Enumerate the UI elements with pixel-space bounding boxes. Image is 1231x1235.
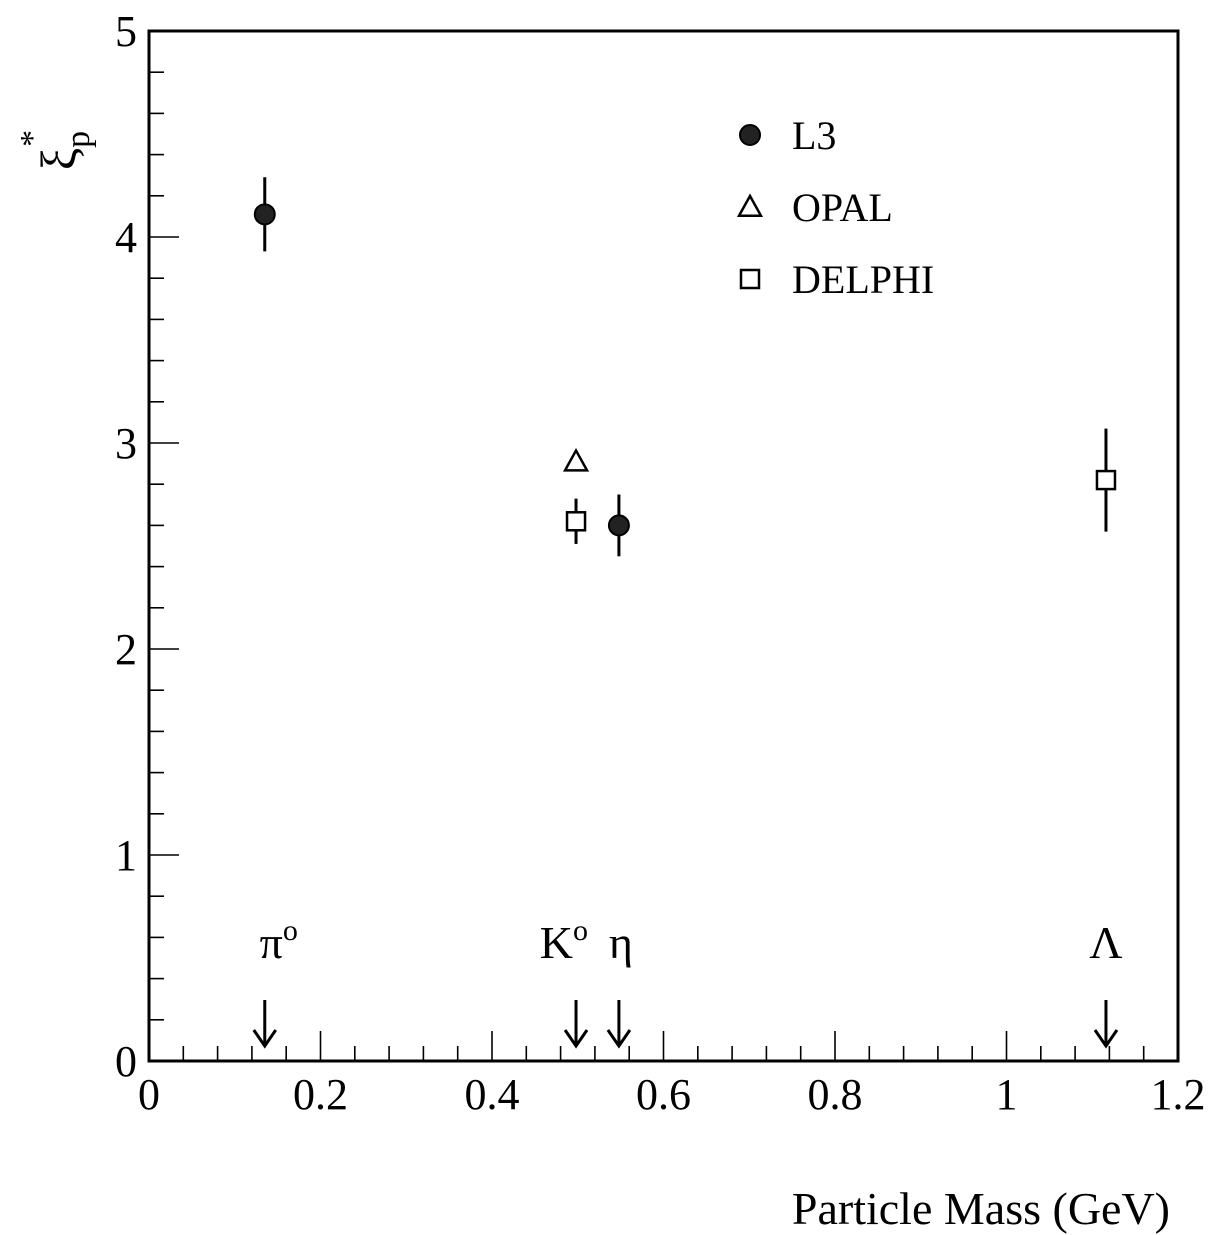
data-markers xyxy=(253,177,1117,557)
particle-arrow-head xyxy=(252,1029,277,1049)
legend-marker-opal xyxy=(736,193,764,218)
x-tick-label: 0.4 xyxy=(465,1070,520,1119)
y-tick-label: 0 xyxy=(115,1037,137,1086)
axis-ticks xyxy=(148,30,1179,1062)
particle-annotations: πo Ko η Λ xyxy=(252,914,1123,1049)
particle-arrow-head xyxy=(606,1029,632,1049)
particle-label: πo xyxy=(260,914,298,968)
particle-label: Ko xyxy=(540,914,588,968)
y-axis-title-symbol: ξ xyxy=(30,148,86,170)
data-point-l3 xyxy=(253,203,276,226)
y-tick-label: 3 xyxy=(115,419,137,468)
y-axis-title-superscript: * xyxy=(14,130,51,147)
particle-label: η xyxy=(609,917,633,968)
x-tick-label: 1.2 xyxy=(1151,1070,1206,1119)
x-tick-label: 0 xyxy=(138,1070,160,1119)
particle-label: Λ xyxy=(1089,917,1122,968)
legend-marker-l3 xyxy=(739,124,761,146)
x-axis-title: Particle Mass (GeV) xyxy=(792,1183,1170,1234)
y-tick-label: 2 xyxy=(115,625,137,674)
y-tick-label: 4 xyxy=(115,213,137,262)
data-point-delphi xyxy=(1095,469,1117,491)
legend-label-l3: L3 xyxy=(792,113,836,158)
plot-frame xyxy=(147,29,1180,1063)
x-tick-label: 0.2 xyxy=(293,1070,348,1119)
particle-arrow-head xyxy=(563,1029,589,1049)
x-tick-label: 1 xyxy=(996,1070,1018,1119)
tick-labels: 0 0.2 0.4 0.6 0.8 1 1.2 0 1 2 3 4 5 xyxy=(115,7,1206,1119)
legend-marker-delphi xyxy=(739,268,761,290)
x-tick-label: 0.6 xyxy=(636,1070,691,1119)
y-tick-label: 5 xyxy=(115,7,137,56)
y-axis-title: ξp * xyxy=(14,130,97,170)
legend: L3 OPAL DELPHI xyxy=(736,113,934,302)
x-tick-label: 0.8 xyxy=(808,1070,863,1119)
legend-label-opal: OPAL xyxy=(792,185,893,230)
legend-label-delphi: DELPHI xyxy=(792,257,934,302)
data-point-delphi xyxy=(565,511,587,532)
y-axis-title-subscript: p xyxy=(60,131,97,148)
y-tick-label: 1 xyxy=(115,831,137,880)
svg-text:ξp*: ξp * xyxy=(14,130,97,170)
particle-arrow-head xyxy=(1093,1029,1119,1049)
data-point-opal xyxy=(562,447,590,472)
data-point-l3 xyxy=(607,514,630,537)
